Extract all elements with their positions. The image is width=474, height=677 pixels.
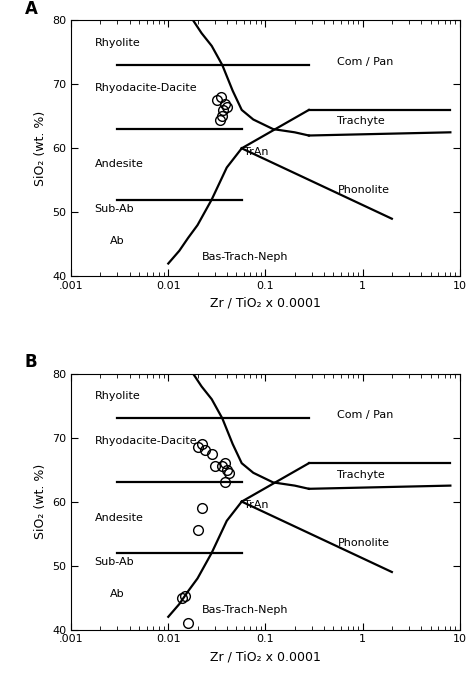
Text: Trachyte: Trachyte — [337, 116, 385, 127]
X-axis label: Zr / TiO₂ x 0.0001: Zr / TiO₂ x 0.0001 — [210, 650, 321, 663]
Text: Phonolite: Phonolite — [337, 185, 389, 195]
Text: Com / Pan: Com / Pan — [337, 57, 394, 67]
Text: Rhyodacite-Dacite: Rhyodacite-Dacite — [95, 436, 197, 445]
Y-axis label: SiO₂ (wt. %): SiO₂ (wt. %) — [34, 110, 46, 186]
X-axis label: Zr / TiO₂ x 0.0001: Zr / TiO₂ x 0.0001 — [210, 297, 321, 310]
Text: Com / Pan: Com / Pan — [337, 410, 394, 420]
Text: Ab: Ab — [110, 590, 124, 599]
Text: Rhyolite: Rhyolite — [95, 391, 140, 401]
Y-axis label: SiO₂ (wt. %): SiO₂ (wt. %) — [34, 464, 46, 540]
Text: B: B — [25, 353, 37, 371]
Text: Sub-Ab: Sub-Ab — [95, 204, 134, 214]
Text: Ab: Ab — [110, 236, 124, 246]
Text: Andesite: Andesite — [95, 512, 144, 523]
Text: Trachyte: Trachyte — [337, 470, 385, 480]
Text: Rhyodacite-Dacite: Rhyodacite-Dacite — [95, 83, 197, 93]
Text: TrAn: TrAn — [244, 146, 268, 156]
Text: Rhyolite: Rhyolite — [95, 38, 140, 47]
Text: Sub-Ab: Sub-Ab — [95, 557, 134, 567]
Text: Phonolite: Phonolite — [337, 538, 389, 548]
Text: A: A — [25, 0, 37, 18]
Text: TrAn: TrAn — [244, 500, 268, 510]
Text: Bas-Trach-Neph: Bas-Trach-Neph — [201, 252, 288, 262]
Text: Bas-Trach-Neph: Bas-Trach-Neph — [201, 605, 288, 615]
Text: Andesite: Andesite — [95, 159, 144, 169]
